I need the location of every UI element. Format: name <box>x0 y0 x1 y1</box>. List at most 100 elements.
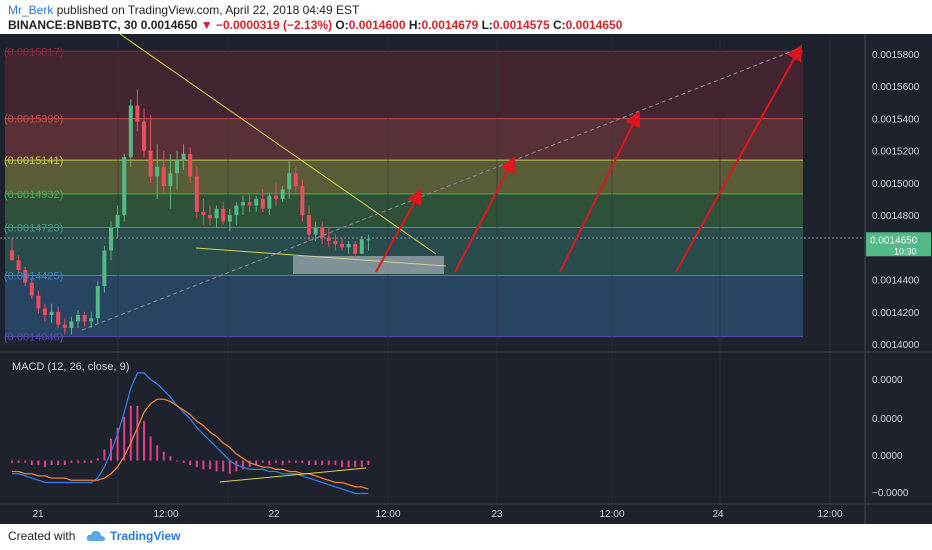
chart-canvas[interactable]: (0.0015817) (0.0015399) (0.0015141) (0.0014… <box>0 34 932 524</box>
tradingview-brand[interactable]: TradingView <box>110 529 181 543</box>
macd-histogram-bar <box>17 460 20 463</box>
macd-histogram-bar <box>341 460 343 468</box>
macd-title: MACD (12, 26, close, 9) <box>12 361 129 373</box>
candle-body <box>155 166 160 177</box>
macd-histogram-bar <box>215 460 218 472</box>
macd-histogram-bar <box>195 460 198 468</box>
price-tick-label: 0.0015600 <box>872 82 920 93</box>
time-tick-label: 22 <box>268 509 280 520</box>
candle-body <box>307 215 311 235</box>
candle-body <box>221 208 226 222</box>
candle-body <box>115 215 120 228</box>
macd-pane: 0.0000 0.0000 0.0000 −0.0000 <box>11 372 909 499</box>
macd-histogram-bar <box>57 460 60 465</box>
time-tick-label: 12:00 <box>375 509 400 520</box>
macd-histogram-bar <box>116 427 119 461</box>
macd-line <box>12 372 369 495</box>
macd-histogram-bar <box>347 460 350 468</box>
last-price: 0.0014650 <box>140 18 198 32</box>
macd-histogram-bar <box>354 460 357 468</box>
candle-body <box>254 199 259 206</box>
descending-trendline[interactable] <box>119 34 437 255</box>
support-zone-box[interactable] <box>293 256 444 274</box>
dashed-projection-line[interactable] <box>81 47 801 331</box>
macd-histogram-bar <box>268 460 271 465</box>
macd-histogram-bar <box>255 460 258 465</box>
symbol-label: BINANCE:BNBBTC, 30 <box>8 18 138 32</box>
macd-histogram-bar <box>248 460 251 468</box>
fib-level-label: (0.0015817) <box>4 46 63 58</box>
candle-body <box>300 186 305 216</box>
time-axis[interactable]: 21 12:00 22 12:00 23 12:00 24 12:00 <box>0 503 932 520</box>
projection-arrow[interactable] <box>375 188 422 273</box>
high-label: H: <box>408 18 422 32</box>
author-link[interactable]: Mr_Berk <box>8 3 54 17</box>
open-value: 0.0014600 <box>348 18 406 32</box>
candle-body <box>247 202 252 206</box>
candle-body <box>161 166 166 187</box>
fib-level-label: (0.0014425) <box>4 271 63 283</box>
candle-body <box>128 105 133 158</box>
macd-histogram-bar <box>209 460 211 470</box>
close-label: C: <box>553 18 566 32</box>
candle-body <box>280 189 285 199</box>
macd-histogram-bar <box>334 460 337 465</box>
macd-histogram-bar <box>281 460 284 465</box>
macd-histogram-bar <box>228 460 231 474</box>
candle-body <box>188 153 193 177</box>
macd-histogram-bar <box>110 438 112 461</box>
macd-divergence-line[interactable] <box>219 467 367 483</box>
price-tick-label: 0.0015000 <box>872 179 920 190</box>
candle-body <box>95 286 100 319</box>
macd-histogram-bar <box>275 460 277 463</box>
candle-body <box>214 208 219 219</box>
candle-body <box>201 211 206 216</box>
macd-histogram-bar <box>50 460 53 465</box>
chart-header: Mr_Berk published on TradingView.com, Ap… <box>0 0 932 34</box>
footer: Created with TradingView <box>0 524 932 550</box>
candle-body <box>340 244 344 248</box>
candle-body <box>135 105 140 122</box>
projection-arrow[interactable] <box>559 110 640 273</box>
projection-arrow[interactable] <box>675 44 802 273</box>
macd-histogram-bar <box>149 436 152 461</box>
price-tick-label: 0.0015200 <box>872 147 920 158</box>
drawings[interactable] <box>0 34 865 331</box>
candle-body <box>359 239 364 254</box>
macd-histogram-bar <box>367 460 370 465</box>
macd-histogram-bar <box>308 460 310 465</box>
candle-body <box>346 244 351 248</box>
low-label: L: <box>481 18 493 32</box>
macd-histogram-bar <box>123 416 126 461</box>
macd-histogram-bar <box>182 460 185 463</box>
macd-histogram-bar <box>136 405 139 461</box>
time-tick-label: 21 <box>32 509 44 520</box>
low-value: 0.0014575 <box>492 18 550 32</box>
candle-body <box>62 324 67 328</box>
candle-body <box>267 195 272 209</box>
macd-histogram-bar <box>222 460 225 472</box>
macd-histogram-bar <box>360 460 363 468</box>
macd-histogram-bar <box>96 458 99 461</box>
price-axis[interactable]: 0.0015800 0.0015600 0.0015400 0.0015200 0.00… <box>864 34 932 524</box>
candles <box>10 89 371 335</box>
time-tick-label: 23 <box>491 509 503 520</box>
candle-body <box>313 228 318 235</box>
macd-histogram-bar <box>242 460 244 470</box>
price-tick-label: 0.0014200 <box>872 308 920 319</box>
chart-background <box>0 34 932 524</box>
candle-body <box>56 311 61 325</box>
candle-body <box>82 315 87 322</box>
fib-band <box>5 275 803 337</box>
price-tick-label: 0.0014800 <box>872 211 920 222</box>
candle-body <box>366 239 371 241</box>
candle-body <box>102 250 107 286</box>
projection-arrow[interactable] <box>454 156 515 273</box>
time-tick-label: 12:00 <box>599 509 624 520</box>
symbol-line: BINANCE:BNBBTC, 30 0.0014650 ▼ −0.000031… <box>8 18 622 32</box>
macd-histogram-bar <box>321 460 324 465</box>
candle-body <box>49 311 54 315</box>
candle-body <box>148 150 153 177</box>
projection-arrows[interactable] <box>375 44 802 273</box>
macd-histogram-bar <box>288 460 291 463</box>
